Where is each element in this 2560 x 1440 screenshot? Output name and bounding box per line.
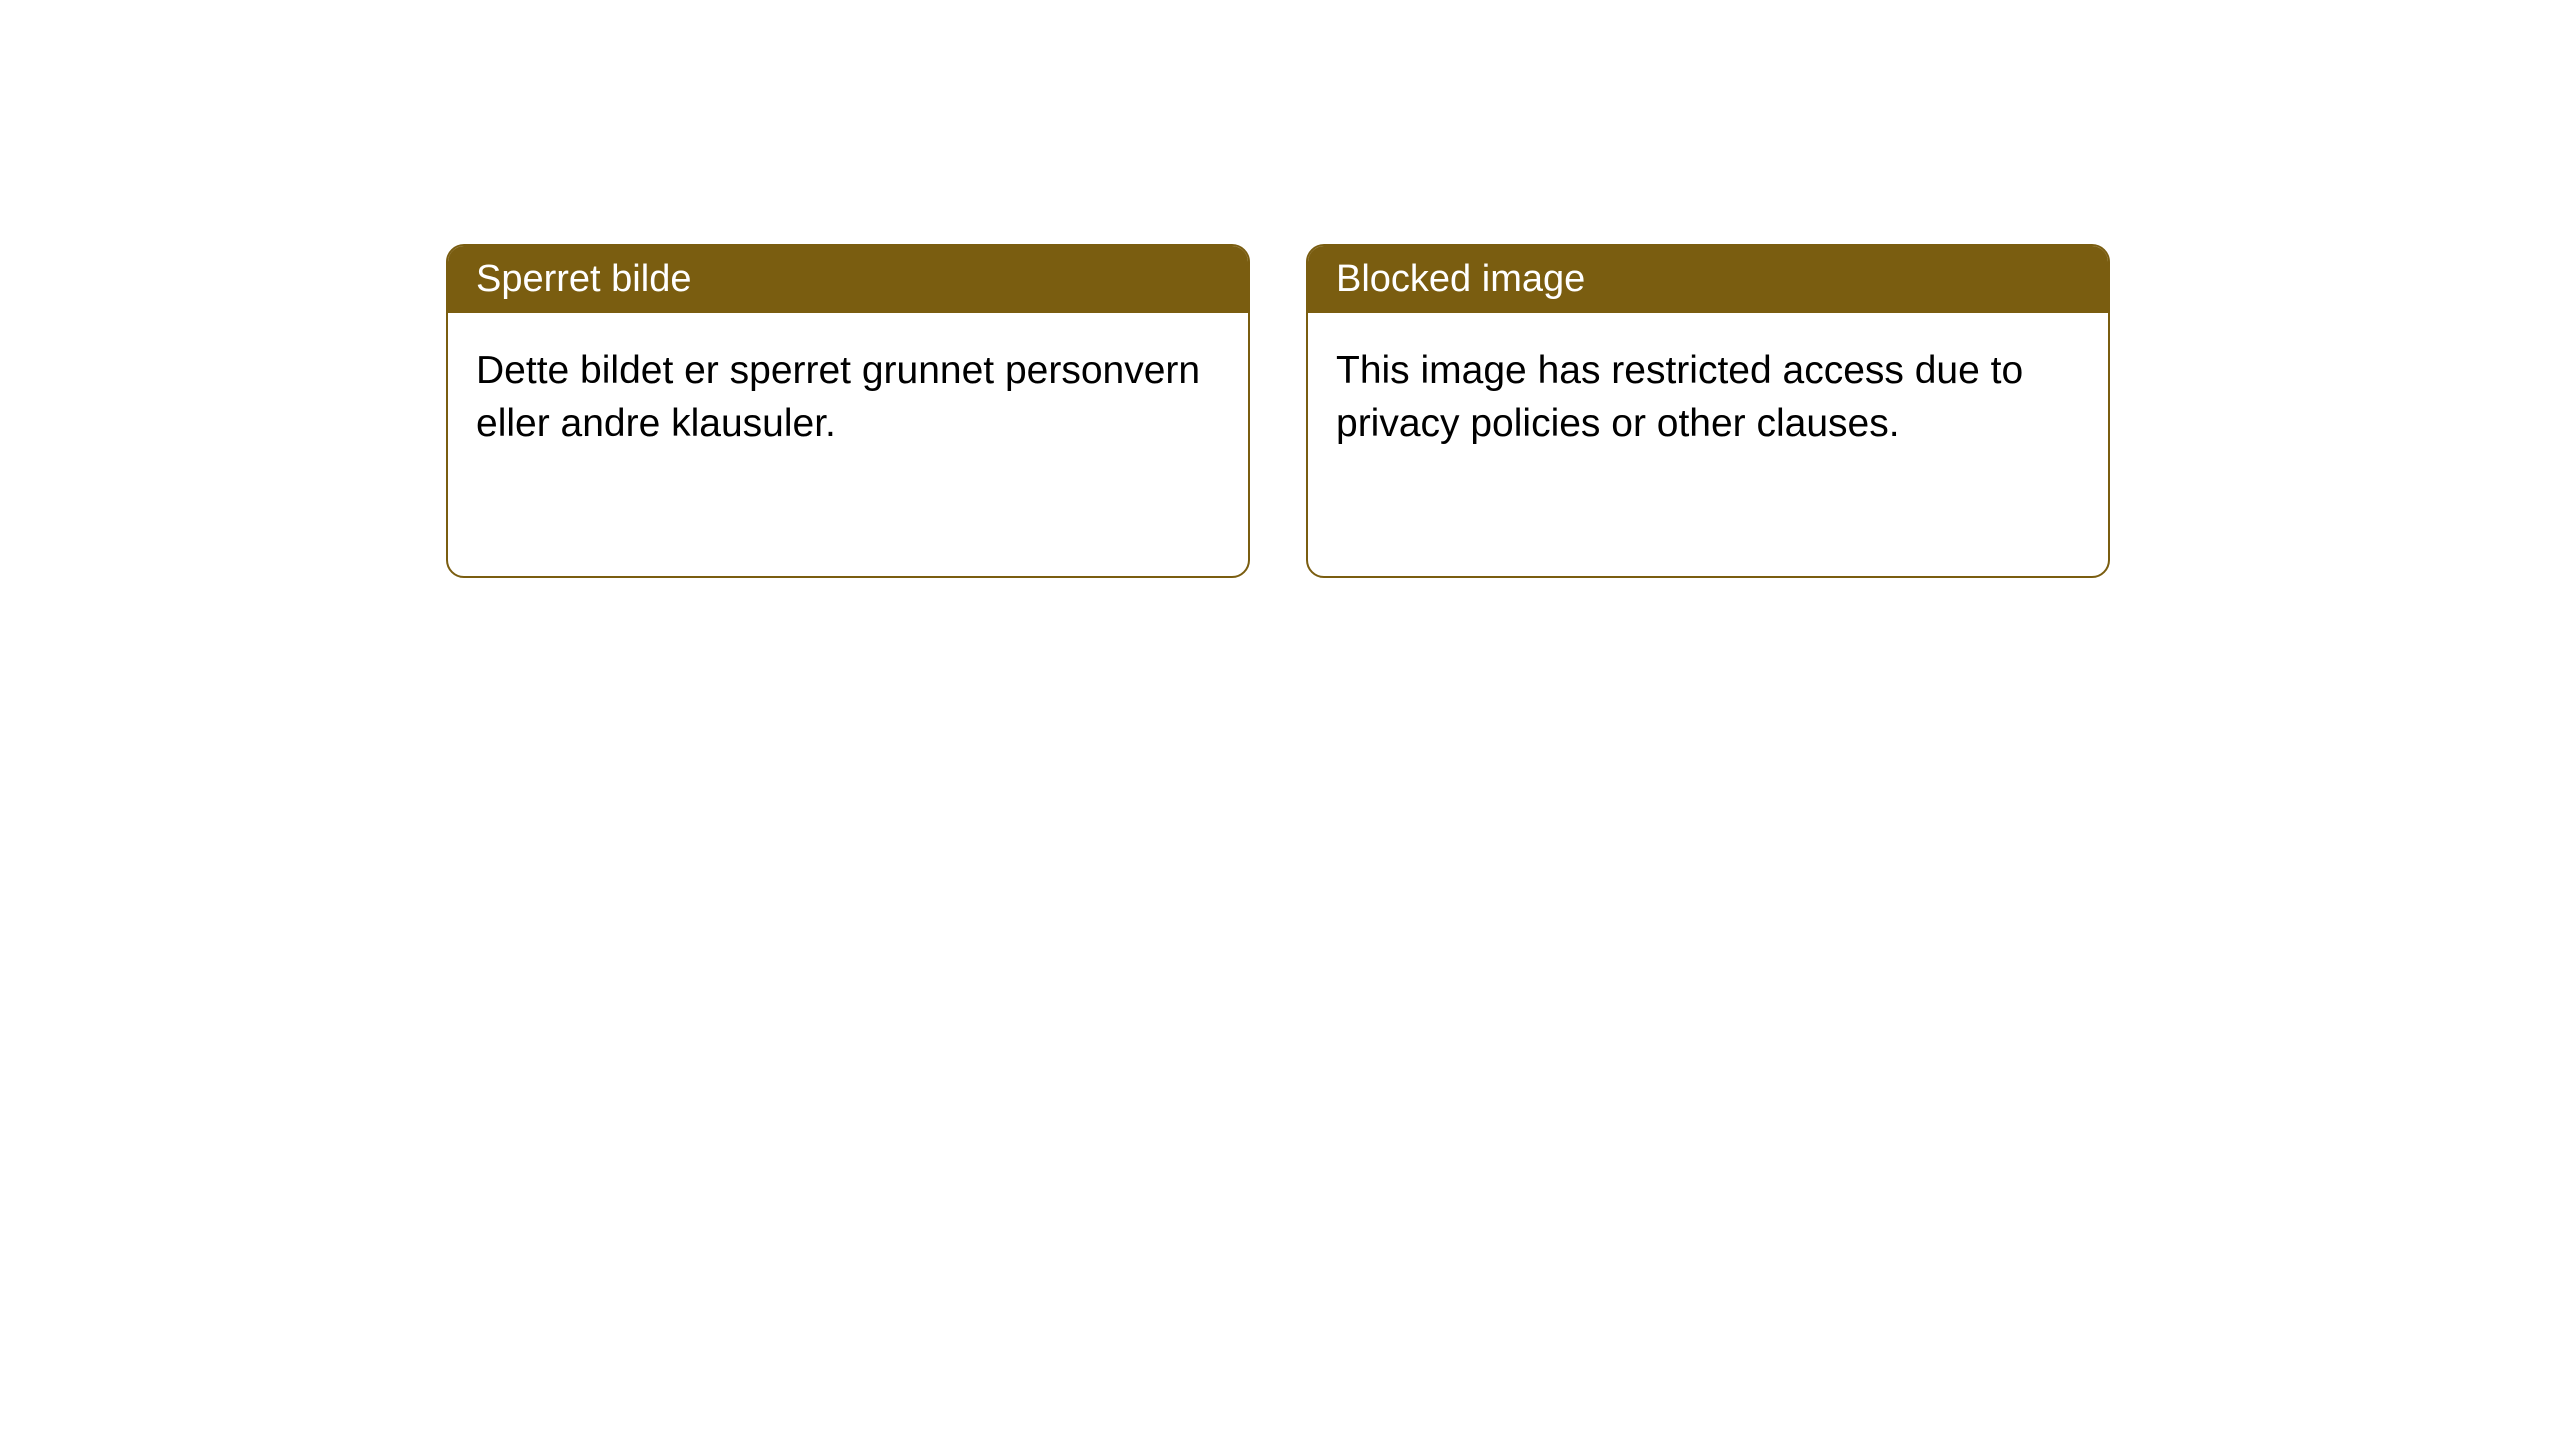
notice-container: Sperret bilde Dette bildet er sperret gr…	[446, 244, 2110, 578]
notice-title: Sperret bilde	[448, 246, 1248, 313]
notice-body: Dette bildet er sperret grunnet personve…	[448, 313, 1248, 482]
notice-card-english: Blocked image This image has restricted …	[1306, 244, 2110, 578]
notice-body: This image has restricted access due to …	[1308, 313, 2108, 482]
notice-title: Blocked image	[1308, 246, 2108, 313]
notice-card-norwegian: Sperret bilde Dette bildet er sperret gr…	[446, 244, 1250, 578]
